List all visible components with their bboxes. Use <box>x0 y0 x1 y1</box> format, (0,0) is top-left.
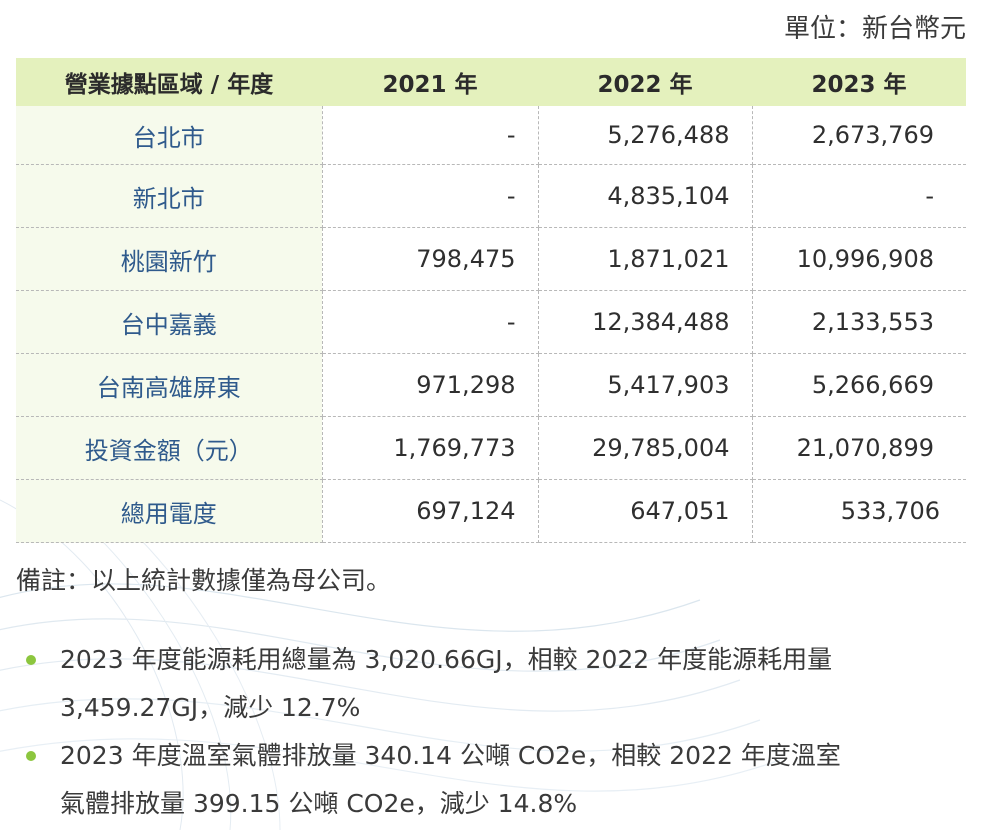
cell-2021: - <box>322 290 539 354</box>
list-item: 2023 年度溫室氣體排放量 340.14 公噸 CO2e，相較 2022 年度… <box>22 732 972 828</box>
cell-2022: 12,384,488 <box>538 290 753 354</box>
cell-2021: - <box>322 106 539 165</box>
table-row: 台中嘉義 - 12,384,488 2,133,553 <box>16 290 966 354</box>
list-item: 2023 年度能源耗用總量為 3,020.66GJ，相較 2022 年度能源耗用… <box>22 636 972 732</box>
row-label: 桃園新竹 <box>16 227 323 291</box>
energy-investment-table: 營業據點區域 / 年度 2021 年 2022 年 2023 年 台北市 - 5… <box>16 58 966 543</box>
bullet-line-1: 2023 年度能源耗用總量為 3,020.66GJ，相較 2022 年度能源耗用… <box>60 645 833 674</box>
bullet-line-2: 氣體排放量 399.15 公噸 CO2e，減少 14.8% <box>60 789 578 818</box>
bullet-dot-icon <box>26 655 36 665</box>
bullet-dot-icon <box>26 751 36 761</box>
cell-2022: 647,051 <box>538 479 753 543</box>
unit-label: 單位：新台幣元 <box>783 14 966 44</box>
cell-2021: - <box>322 164 539 228</box>
row-label: 總用電度 <box>16 479 323 543</box>
cell-2021: 971,298 <box>322 353 539 417</box>
cell-2022: 5,276,488 <box>538 106 753 165</box>
table-header-row: 營業據點區域 / 年度 2021 年 2022 年 2023 年 <box>16 58 966 106</box>
cell-2023: 21,070,899 <box>752 416 966 480</box>
summary-bullet-list: 2023 年度能源耗用總量為 3,020.66GJ，相較 2022 年度能源耗用… <box>22 636 972 828</box>
cell-2021: 798,475 <box>322 227 539 291</box>
bullet-line-1: 2023 年度溫室氣體排放量 340.14 公噸 CO2e，相較 2022 年度… <box>60 741 841 770</box>
cell-2022: 5,417,903 <box>538 353 753 417</box>
bullet-line-2: 3,459.27GJ，減少 12.7% <box>60 693 361 722</box>
cell-2023: 2,673,769 <box>752 106 966 165</box>
table-row: 台南高雄屏東 971,298 5,417,903 5,266,669 <box>16 353 966 417</box>
row-label: 新北市 <box>16 164 323 228</box>
header-2021: 2021 年 <box>322 58 538 106</box>
table-row: 總用電度 697,124 647,051 533,706 <box>16 479 966 543</box>
row-label: 台南高雄屏東 <box>16 353 323 417</box>
header-2022: 2022 年 <box>538 58 752 106</box>
cell-2023: 5,266,669 <box>752 353 966 417</box>
cell-2023: - <box>752 164 966 228</box>
header-2023: 2023 年 <box>752 58 966 106</box>
table-row: 新北市 - 4,835,104 - <box>16 164 966 228</box>
table-row: 桃園新竹 798,475 1,871,021 10,996,908 <box>16 227 966 291</box>
cell-2022: 4,835,104 <box>538 164 753 228</box>
row-label: 投資金額（元） <box>16 416 323 480</box>
row-label: 台中嘉義 <box>16 290 323 354</box>
cell-2021: 697,124 <box>322 479 539 543</box>
footnote: 備註：以上統計數據僅為母公司。 <box>16 566 392 595</box>
cell-2021: 1,769,773 <box>322 416 539 480</box>
cell-2023: 10,996,908 <box>752 227 966 291</box>
header-region-year: 營業據點區域 / 年度 <box>16 58 322 106</box>
cell-2022: 29,785,004 <box>538 416 753 480</box>
table-row: 台北市 - 5,276,488 2,673,769 <box>16 106 966 165</box>
cell-2023: 533,706 <box>752 479 966 543</box>
cell-2023: 2,133,553 <box>752 290 966 354</box>
table-row: 投資金額（元） 1,769,773 29,785,004 21,070,899 <box>16 416 966 480</box>
cell-2022: 1,871,021 <box>538 227 753 291</box>
row-label: 台北市 <box>16 106 323 165</box>
